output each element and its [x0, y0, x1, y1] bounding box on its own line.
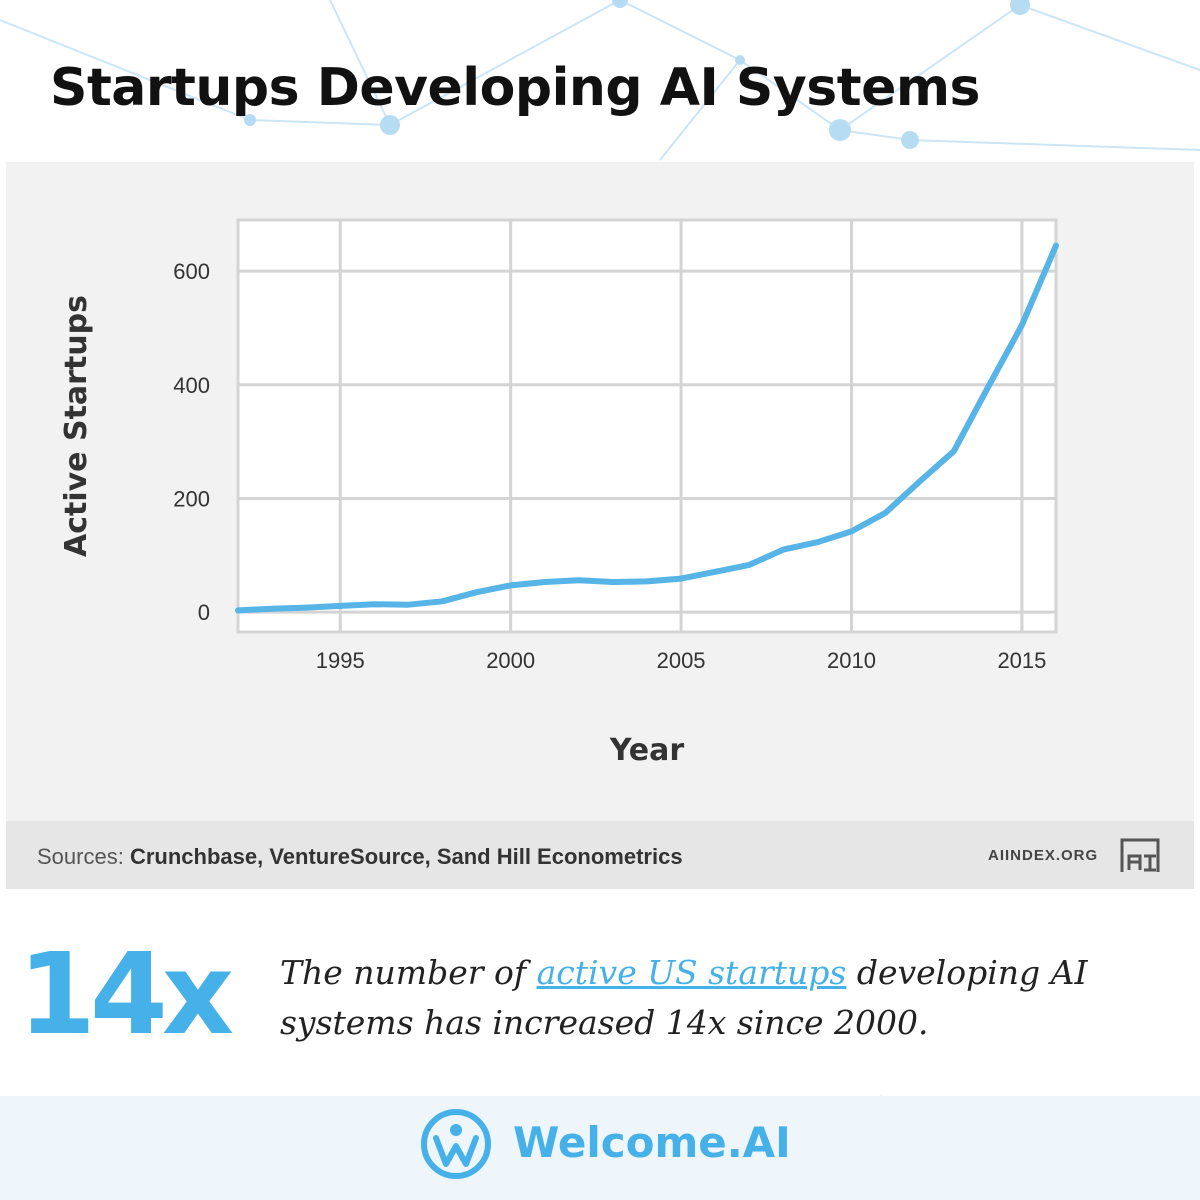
- stat-description: The number of active US startups develop…: [280, 948, 1160, 1048]
- data-point: [883, 510, 889, 516]
- source-bar: Sources: Crunchbase, VentureSource, Sand…: [6, 821, 1194, 889]
- x-tick-label: 2005: [657, 648, 706, 673]
- data-point: [371, 601, 377, 607]
- data-point: [440, 598, 445, 604]
- y-tick-label: 0: [198, 600, 210, 625]
- x-tick-label: 2000: [486, 648, 535, 673]
- data-point: [814, 539, 820, 545]
- data-point: [610, 579, 616, 585]
- data-point: [235, 607, 241, 613]
- active-startups-link[interactable]: active US startups: [536, 953, 847, 992]
- page-title: Startups Developing AI Systems: [50, 58, 981, 118]
- data-point: [1053, 243, 1059, 249]
- x-axis-label: Year: [609, 733, 685, 768]
- plot-area: [236, 218, 1058, 634]
- data-point: [576, 577, 582, 583]
- data-point: [746, 562, 752, 568]
- footer: [0, 1096, 1200, 1200]
- data-point: [712, 569, 718, 575]
- line-chart: 0 200 400 600 1995 2000 2005 2010 2015 Year Active…: [59, 218, 1059, 768]
- data-point: [269, 606, 275, 612]
- y-tick-label: 400: [173, 373, 210, 398]
- aiindex-site: AIINDEX.ORG: [988, 847, 1099, 864]
- y-tick-label: 600: [173, 259, 210, 284]
- data-point: [917, 478, 923, 484]
- brand-name: Welcome.AI: [513, 1118, 791, 1167]
- data-point: [780, 547, 786, 553]
- data-point: [337, 603, 343, 609]
- data-point: [1019, 322, 1025, 328]
- data-point: [849, 528, 854, 534]
- data-point: [951, 448, 957, 454]
- x-tick-label: 1995: [316, 648, 365, 673]
- stat-number: 14x: [18, 930, 234, 1060]
- data-point: [303, 605, 309, 611]
- data-point: [644, 578, 650, 584]
- sources-prefix: Sources:: [37, 844, 124, 869]
- stat-text-before: The number of: [280, 953, 537, 992]
- welcome-ai-logo-icon: [421, 1109, 491, 1179]
- x-tick-label: 2015: [997, 648, 1046, 673]
- data-point: [542, 579, 548, 585]
- data-point: [405, 602, 411, 608]
- stat-text-after: developing AI systems has increased 14x …: [280, 953, 1088, 1042]
- sources-text: Sources: Crunchbase, VentureSource, Sand…: [37, 844, 683, 870]
- sources-names: Crunchbase, VentureSource, Sand Hill Eco…: [129, 844, 683, 869]
- data-point: [678, 576, 684, 582]
- y-axis-label: Active Startups: [59, 295, 94, 557]
- y-tick-label: 200: [173, 486, 210, 511]
- data-point: [985, 385, 991, 391]
- ai-index-logo-icon: [1120, 838, 1160, 872]
- data-point: [474, 589, 480, 595]
- data-point: [508, 582, 514, 588]
- chart-card: 0 200 400 600 1995 2000 2005 2010 2015 Year Active…: [6, 162, 1194, 889]
- x-tick-label: 2010: [827, 648, 876, 673]
